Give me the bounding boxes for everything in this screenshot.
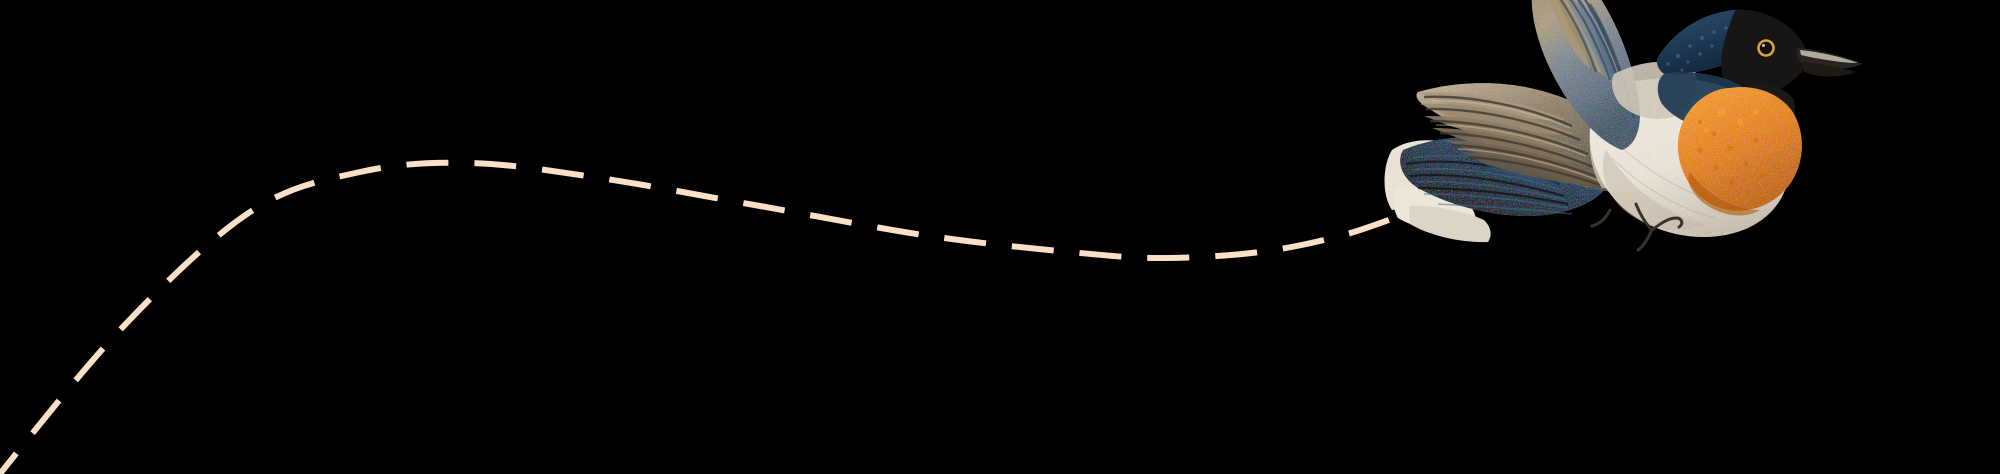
foot: [1590, 202, 1684, 252]
beak-lower: [1802, 62, 1856, 77]
throat: [1677, 87, 1802, 216]
eye-ring: [1757, 39, 1775, 57]
throat-breast: [1677, 87, 1802, 211]
eye-glint: [1762, 44, 1765, 47]
tail-white-tip-lower2: [1409, 205, 1491, 243]
upper-wing: [1531, 0, 1640, 150]
upper-wing-primary-1: [1548, 0, 1590, 68]
throat-texture: [1697, 119, 1765, 195]
beak-highlight: [1800, 50, 1858, 63]
crown-speckle: [1666, 26, 1728, 72]
upper-wing-primary-2: [1558, 0, 1604, 76]
throat-lower-shade: [1688, 172, 1760, 216]
upper-wing-mass: [1531, 0, 1640, 150]
lower-wing-primary-4: [1432, 128, 1590, 163]
dashed-flight-path: [0, 159, 1401, 474]
bird-group: [1384, 0, 1862, 252]
lower-wing-barring: [1423, 95, 1615, 192]
throat-highlight: [1703, 108, 1759, 133]
belly-shadow: [1602, 150, 1706, 231]
lower-wing-primary-2: [1420, 103, 1574, 135]
lower-wing-highlights: [1431, 100, 1603, 183]
tail-feather-shafts: [1411, 154, 1573, 215]
